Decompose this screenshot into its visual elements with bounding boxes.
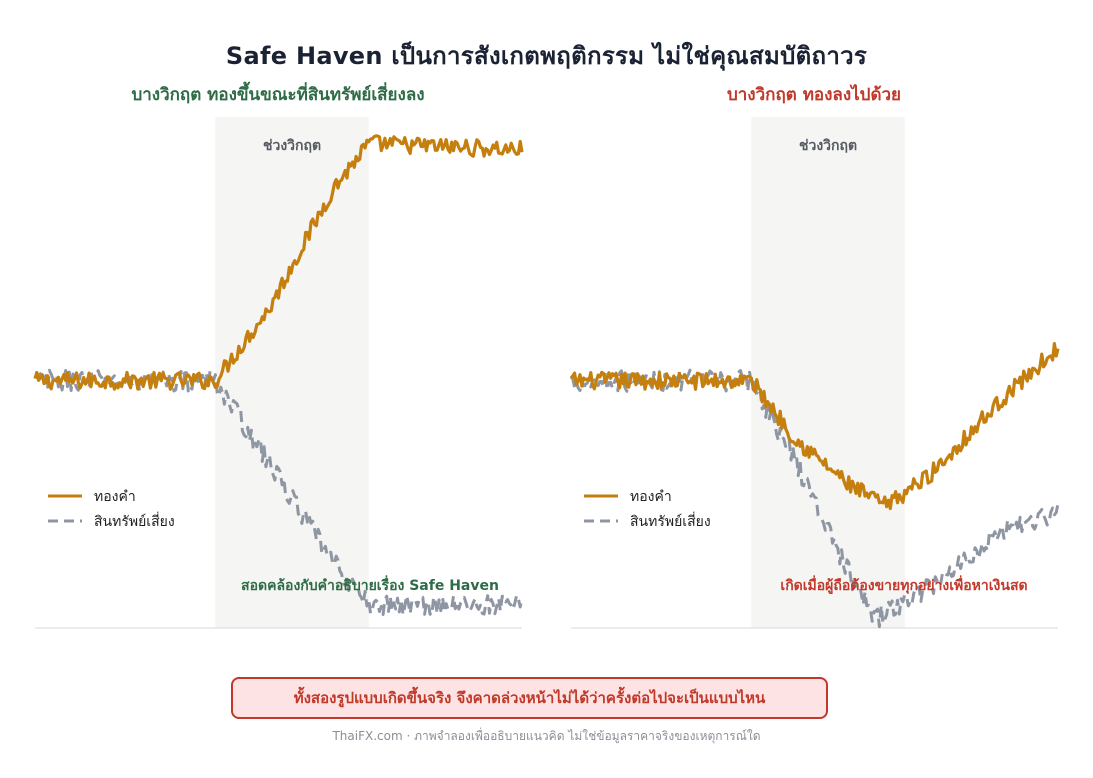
crisis-label-2: ช่วงวิกฤต [799, 138, 857, 154]
page-title: Safe Haven เป็นการสังเกตพฤติกรรม ไม่ใช่ค… [225, 42, 868, 70]
risk-asset-line-2 [569, 368, 1060, 629]
callout-box: ทั้งสองรูปแบบเกิดขึ้นจริง จึงคาดล่วงหน้า… [231, 677, 828, 719]
crisis-label-1: ช่วงวิกฤต [263, 138, 321, 154]
legend-label-1-1: ทองคำ [94, 489, 136, 505]
legend-label-1-2: สินทรัพย์เสี่ยง [94, 512, 175, 530]
callout-text: ทั้งสองรูปแบบเกิดขึ้นจริง จึงคาดล่วงหน้า… [293, 689, 766, 707]
crisis-shade-2 [751, 117, 905, 628]
legend-label-2-1: ทองคำ [630, 489, 672, 505]
gold-line-2 [569, 342, 1060, 511]
panel-subtitle-2: บางวิกฤต ทองลงไปด้วย [727, 84, 901, 105]
gold-line-1 [33, 134, 524, 391]
legend-label-2-2: สินทรัพย์เสี่ยง [630, 512, 711, 530]
panel-subtitle-1: บางวิกฤต ทองขึ้นขณะที่สินทรัพย์เสี่ยงลง [131, 81, 424, 105]
panel-annotation-1: สอดคล้องกับคำอธิบายเรื่อง Safe Haven [241, 575, 499, 594]
crisis-shade-1 [215, 117, 369, 628]
panel-annotation-2: เกิดเมื่อผู้ถือต้องขายทุกอย่างเพื่อหาเงิ… [780, 575, 1027, 594]
footer-note: ThaiFX.com · ภาพจำลองเพื่ออธิบายแนวคิด ไ… [332, 729, 761, 743]
